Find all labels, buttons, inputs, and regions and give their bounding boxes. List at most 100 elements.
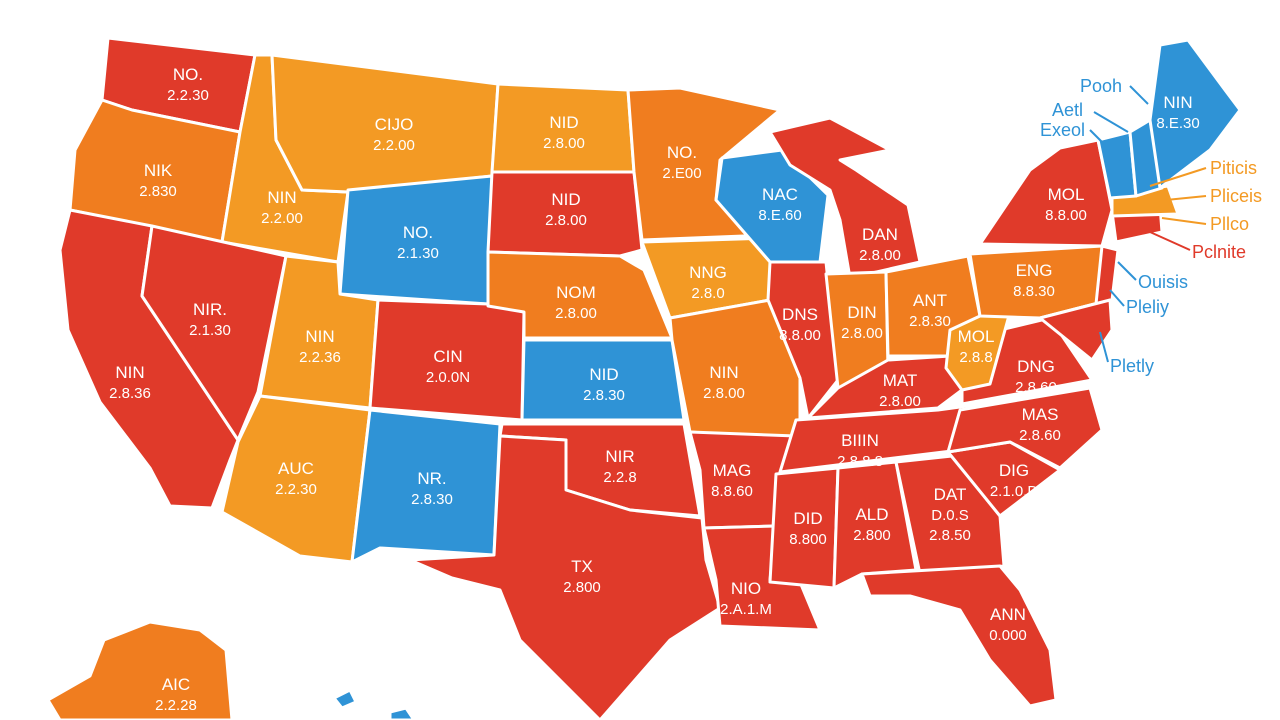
state-label-oh-line-1: 2.8.30: [909, 313, 951, 330]
state-label-ms-line-0: DID: [793, 509, 822, 528]
state-hawaii[interactable]: [332, 688, 416, 720]
state-label-ne-line-1: 2.8.00: [555, 305, 597, 322]
state-label-ne-line-0: NOM: [556, 283, 596, 302]
state-alaska[interactable]: [46, 620, 234, 720]
state-label-me-line-0: NIN: [1163, 93, 1192, 112]
state-label-mo-line-0: NIN: [709, 363, 738, 382]
state-label-al-line-0: ALD: [855, 505, 888, 524]
callout-label: Pletly: [1110, 356, 1154, 376]
state-label-ia-line-1: 2.8.0: [691, 285, 724, 302]
state-label-ut-line-0: NIN: [305, 327, 334, 346]
state-label-wa-line-0: NO.: [173, 65, 203, 84]
state-label-mt-line-1: 2.2.00: [373, 137, 415, 154]
state-label-nm-line-0: NR.: [417, 469, 446, 488]
callout-pooh: Pooh: [1080, 76, 1149, 105]
state-label-oh-line-0: ANT: [913, 291, 947, 310]
state-south-dakota[interactable]: [486, 170, 644, 258]
callout-pclnite: Pclnite: [1149, 231, 1246, 262]
state-label-sd-line-0: NID: [551, 190, 580, 209]
state-label-co-line-0: CIN: [433, 347, 462, 366]
state-label-ca-line-1: 2.8.36: [109, 385, 151, 402]
state-label-or-line-0: NIK: [144, 161, 173, 180]
callout-pleliy: Pleliy: [1109, 289, 1169, 317]
state-label-nm-line-1: 2.8.30: [411, 491, 453, 508]
state-label-ok-line-1: 2.2.8: [603, 469, 636, 486]
state-label-va-line-0: DNG: [1017, 357, 1055, 376]
state-label-ks-line-0: NID: [589, 365, 618, 384]
state-label-mi-line-0: DAN: [862, 225, 898, 244]
state-label-pa-line-1: 8.8.30: [1013, 283, 1055, 300]
callout-label: Ouisis: [1138, 272, 1188, 292]
state-label-ms-line-1: 8.800: [789, 531, 827, 548]
state-new-mexico[interactable]: [350, 408, 502, 564]
state-label-sc-line-0: DIG: [999, 461, 1029, 480]
state-label-la-line-1: 2.A.1.M: [720, 601, 772, 618]
state-label-sd-line-1: 2.8.00: [545, 212, 587, 229]
state-nebraska[interactable]: [486, 250, 674, 340]
state-label-or-line-1: 2.830: [139, 183, 177, 200]
state-label-tn-line-1: 2.8.8.8: [837, 453, 883, 470]
state-label-wi-line-0: NAC: [762, 185, 798, 204]
state-label-il-line-0: DNS: [782, 305, 818, 324]
state-label-mo-line-1: 2.8.00: [703, 385, 745, 402]
callout-label: Pclnite: [1192, 242, 1246, 262]
state-label-ga-line-0: DAT: [934, 485, 967, 504]
state-label-nc-line-0: MAS: [1022, 405, 1059, 424]
callout-label: Exeol: [1040, 120, 1085, 140]
state-label-wv-line-1: 2.8.8: [959, 349, 992, 366]
state-label-fl-line-1: 0.000: [989, 627, 1027, 644]
state-label-al-line-1: 2.800: [853, 527, 891, 544]
callout-exeol: Exeol: [1040, 120, 1121, 161]
state-georgia[interactable]: [894, 454, 1006, 576]
state-maryland[interactable]: [1038, 298, 1114, 362]
state-label-ca-line-0: NIN: [115, 363, 144, 382]
state-label-in-line-1: 2.8.00: [841, 325, 883, 342]
state-texas[interactable]: [408, 434, 722, 720]
callout-pllco: Pllco: [1161, 214, 1249, 234]
state-label-me-line-1: 8.E.30: [1156, 115, 1199, 132]
state-new-york[interactable]: [978, 138, 1114, 248]
state-maine[interactable]: [1148, 38, 1242, 190]
state-label-ok-line-0: NIR: [605, 447, 634, 466]
state-label-wi-line-1: 8.E.60: [758, 207, 801, 224]
state-label-nd-line-0: NID: [549, 113, 578, 132]
state-label-tx-line-0: TX: [571, 557, 593, 576]
state-label-mt-line-0: CIJO: [375, 115, 414, 134]
callout-label: Piticis: [1210, 158, 1257, 178]
state-kansas[interactable]: [520, 338, 686, 422]
state-label-nv-line-1: 2.1.30: [189, 322, 231, 339]
callout-label: Pooh: [1080, 76, 1122, 96]
state-label-wa-line-1: 2.2.30: [167, 87, 209, 104]
state-label-va-line-1: 2.8.60: [1015, 379, 1057, 396]
state-label-in-line-0: DIN: [847, 303, 876, 322]
state-label-la-line-0: NIO: [731, 579, 761, 598]
callout-label: Pleliy: [1126, 297, 1169, 317]
state-label-wy-line-1: 2.1.30: [397, 245, 439, 262]
callout-pliceis: Pliceis: [1165, 186, 1262, 206]
state-label-tx-line-1: 2.800: [563, 579, 601, 596]
state-new-jersey[interactable]: [1094, 244, 1120, 306]
state-label-ny-line-1: 8.8.00: [1045, 207, 1087, 224]
callout-label: Aetl: [1052, 100, 1083, 120]
state-label-il-line-1: 8.8.00: [779, 327, 821, 344]
state-florida[interactable]: [860, 564, 1058, 708]
state-label-nc-line-1: 2.8.60: [1019, 427, 1061, 444]
state-label-tn-line-0: BIIIN: [841, 431, 879, 450]
state-mississippi[interactable]: [768, 466, 840, 590]
state-label-id-line-1: 2.2.00: [261, 210, 303, 227]
state-label-pa-line-0: ENG: [1016, 261, 1053, 280]
callout-label: Pllco: [1210, 214, 1249, 234]
state-michigan[interactable]: [768, 116, 922, 280]
state-label-ky-line-0: MAT: [883, 371, 918, 390]
state-label-ga-line-1: D.0.S: [931, 507, 969, 524]
state-label-ga-line-2: 2.8.50: [929, 527, 971, 544]
state-nevada[interactable]: [140, 224, 288, 442]
state-label-co-line-1: 2.0.0N: [426, 369, 470, 386]
callout-label: Pliceis: [1210, 186, 1262, 206]
callout-piticis: Piticis: [1149, 158, 1257, 187]
state-label-mn-line-0: NO.: [667, 143, 697, 162]
state-label-az-line-0: AUC: [278, 459, 314, 478]
state-label-ut-line-1: 2.2.36: [299, 349, 341, 366]
state-north-carolina[interactable]: [946, 386, 1104, 470]
callout-aetl: Aetl: [1052, 100, 1129, 133]
